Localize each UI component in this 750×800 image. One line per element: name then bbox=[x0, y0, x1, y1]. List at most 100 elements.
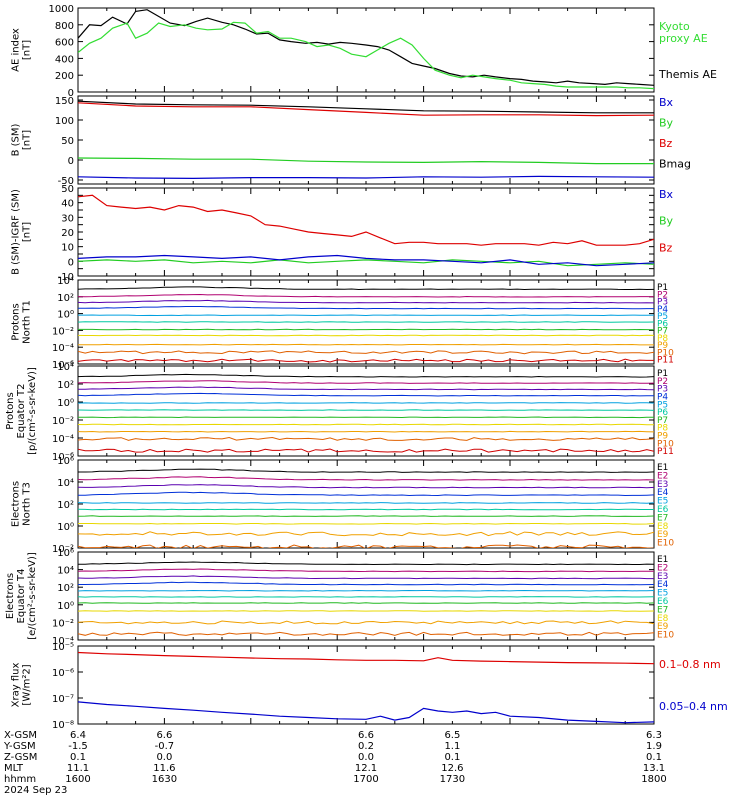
channel-label-e9: E9 bbox=[657, 622, 669, 632]
channel-line-e1 bbox=[78, 561, 654, 566]
y-tick-label: 10⁻⁴ bbox=[52, 434, 74, 445]
legend-label: 0.05–0.4 nm bbox=[659, 700, 728, 713]
panel-protons_north: 10⁴ 10² 10⁰ 10⁻² 10⁻⁴ 10⁻⁶ Protons North T1 P1P2… bbox=[11, 276, 675, 371]
channel-label-e8: E8 bbox=[657, 522, 669, 532]
footer-value: 1600 bbox=[65, 774, 90, 785]
y-tick-label: 10⁻⁷ bbox=[52, 694, 74, 705]
data-group bbox=[78, 468, 654, 548]
y-tick-label: 10⁻⁴ bbox=[52, 636, 74, 647]
series-line-kyoto-proxy-ae bbox=[78, 21, 654, 90]
y-tick-label: 10⁻² bbox=[52, 618, 74, 629]
channel-line-e3 bbox=[78, 484, 654, 489]
channel-line-e4 bbox=[78, 581, 654, 586]
channel-label-p11: P11 bbox=[657, 447, 674, 457]
channel-line-p9 bbox=[78, 430, 654, 433]
y-tick-label: 10⁴ bbox=[57, 566, 74, 577]
footer-value: -1.5 bbox=[68, 741, 88, 752]
channel-line-p3 bbox=[78, 299, 654, 304]
ephemeris-footer: X-GSM 6.4 6.6 6.6 6.5 6.3 Y-GSM -1.5 -0.7 0.2 1.1 1… bbox=[3, 730, 667, 796]
footer-value: 0.1 bbox=[70, 752, 86, 763]
footer-label-mlt: MLT bbox=[4, 763, 24, 774]
channel-line-e2 bbox=[78, 476, 654, 481]
channel-label-e2: E2 bbox=[657, 563, 668, 573]
channel-line-p4 bbox=[78, 392, 654, 397]
y-axis-label: North T1 bbox=[22, 300, 33, 344]
data-group bbox=[78, 286, 654, 363]
y-tick-label: 10⁰ bbox=[57, 601, 74, 612]
data-group bbox=[78, 194, 654, 267]
channel-line-p7 bbox=[78, 416, 654, 419]
footer-label-hhmm: hhmm bbox=[4, 774, 36, 785]
y-tick-label: 10⁻⁶ bbox=[52, 668, 74, 679]
y-tick-label: -50 bbox=[58, 176, 74, 187]
channel-label-p7: P7 bbox=[657, 416, 668, 426]
series-line-themis-ae bbox=[78, 9, 654, 86]
y-axis-label: [nT] bbox=[22, 222, 33, 242]
footer-label-z-gsm: Z-GSM bbox=[4, 752, 37, 763]
channel-label-p4: P4 bbox=[657, 392, 668, 402]
panel-ae: 0 200 400 600 800 1000 AE index [nT] Kyotoproxy … bbox=[11, 4, 717, 99]
channel-label-p9: P9 bbox=[657, 432, 668, 442]
channel-line-p3 bbox=[78, 386, 654, 391]
series-line-0-1-0-8-nm bbox=[78, 651, 654, 665]
y-tick-label: 10⁻⁴ bbox=[52, 343, 74, 354]
footer-value: 6.6 bbox=[156, 730, 172, 741]
y-tick-label: 10 bbox=[61, 243, 74, 254]
channel-label-p1: P1 bbox=[657, 283, 668, 293]
channel-label-p11: P11 bbox=[657, 356, 674, 366]
footer-value: 1630 bbox=[152, 774, 177, 785]
series-line-by bbox=[78, 157, 654, 165]
y-tick-label: 10⁻⁶ bbox=[52, 360, 74, 371]
footer-value: 11.6 bbox=[153, 763, 175, 774]
data-group bbox=[78, 651, 654, 724]
channel-line-e9 bbox=[78, 531, 654, 537]
y-tick-label: 50 bbox=[61, 136, 74, 147]
channel-label-e6: E6 bbox=[657, 597, 669, 607]
panel-frame bbox=[77, 645, 655, 725]
legend-label: Kyoto bbox=[659, 20, 690, 33]
channel-line-p5 bbox=[78, 314, 654, 317]
y-tick-label: 800 bbox=[55, 21, 74, 32]
y-axis-label: Electrons bbox=[11, 481, 22, 527]
y-axis-label: Protons bbox=[11, 303, 22, 340]
footer-value: 6.6 bbox=[358, 730, 374, 741]
panel-frame bbox=[77, 7, 655, 93]
channel-label-p8: P8 bbox=[657, 334, 668, 344]
footer-value: 1700 bbox=[353, 774, 378, 785]
footer-value: 1730 bbox=[440, 774, 465, 785]
channel-label-e3: E3 bbox=[657, 480, 668, 490]
panel-frame bbox=[77, 365, 655, 457]
legend-label: Bz bbox=[659, 137, 673, 150]
channel-label-p2: P2 bbox=[657, 377, 668, 387]
series-line-0-05-0-4-nm bbox=[78, 701, 654, 724]
data-group bbox=[78, 373, 654, 453]
y-axis-label: B (SM)-IGRF (SM) bbox=[11, 189, 22, 275]
y-tick-label: 10⁻² bbox=[52, 326, 74, 337]
channel-label-e7: E7 bbox=[657, 513, 668, 523]
channel-label-p8: P8 bbox=[657, 424, 668, 434]
panel-xray: 10⁻⁵ 10⁻⁶ 10⁻⁷ 10⁻⁸ Xray flux [W/m²2] 0.1–0.8 … bbox=[11, 642, 728, 731]
y-tick-label: 0 bbox=[68, 257, 74, 268]
channel-label-e8: E8 bbox=[657, 614, 669, 624]
footer-value: 0.0 bbox=[156, 752, 172, 763]
channel-label-p9: P9 bbox=[657, 341, 668, 351]
series-line-by bbox=[78, 259, 654, 267]
data-group bbox=[78, 100, 654, 180]
y-axis-label: B (SM) bbox=[11, 123, 22, 156]
channel-label-e6: E6 bbox=[657, 505, 669, 515]
footer-value: 0.0 bbox=[358, 752, 374, 763]
channel-line-e9 bbox=[78, 620, 654, 625]
y-axis-label: [nT] bbox=[22, 40, 33, 60]
channel-label-p10: P10 bbox=[657, 439, 674, 449]
data-group bbox=[78, 561, 654, 636]
y-axis-label: AE index bbox=[11, 28, 22, 72]
footer-value: 6.5 bbox=[444, 730, 460, 741]
channel-line-p8 bbox=[78, 334, 654, 337]
channel-line-p9 bbox=[78, 343, 654, 346]
channel-label-p7: P7 bbox=[657, 327, 668, 337]
legend-label: By bbox=[659, 215, 674, 228]
channel-line-p1 bbox=[78, 373, 654, 378]
channel-label-p10: P10 bbox=[657, 348, 674, 358]
legend-label: Themis AE bbox=[658, 68, 717, 81]
